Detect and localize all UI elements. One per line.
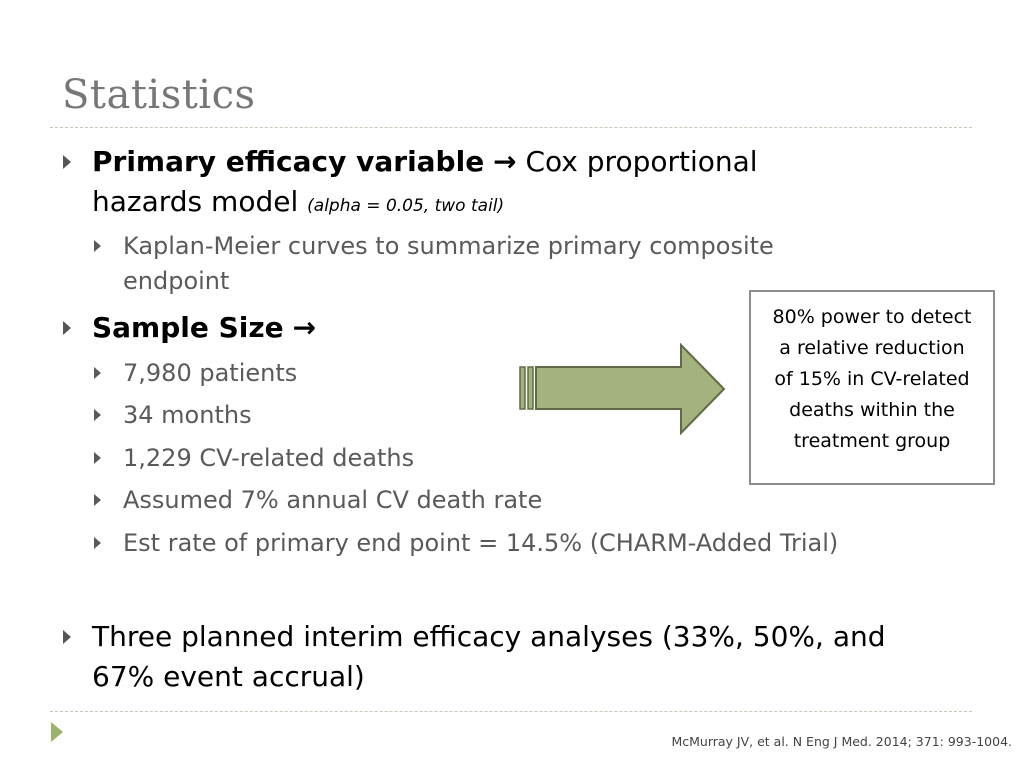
sample-size-bullet: Sample Size → <box>92 308 316 348</box>
callout-line: treatment group <box>793 430 951 452</box>
sub-bullet-marker <box>94 409 101 421</box>
sub-bullet-marker <box>94 452 101 464</box>
sub-bullet-marker <box>94 240 101 252</box>
interim-analyses-line2: 67% event accrual) <box>92 660 365 693</box>
sub-bullet-marker <box>94 537 101 549</box>
callout-line: 80% power to detect <box>772 306 972 328</box>
citation: McMurray JV, et al. N Eng J Med. 2014; 3… <box>671 734 1012 749</box>
block-arrow-icon <box>519 343 726 435</box>
sub-bullet-marker <box>94 367 101 379</box>
sample-size-label: Sample Size <box>92 311 284 344</box>
corner-triangle-icon <box>51 722 63 742</box>
hazards-model-text: hazards model <box>92 185 299 218</box>
arrow-glyph: → <box>292 311 317 344</box>
footer-divider <box>50 711 972 712</box>
alpha-note: (alpha = 0.05, two tail) <box>307 196 505 216</box>
sample-item: 7,980 patients <box>123 359 298 387</box>
sample-item: 1,229 CV-related deaths <box>123 444 415 472</box>
bullet-marker <box>63 630 71 644</box>
kaplan-meier-line1: Kaplan-Meier curves to summarize primary… <box>123 232 774 260</box>
power-callout-box: 80% power to detect a relative reduction… <box>749 290 995 485</box>
title-divider <box>50 127 972 128</box>
callout-line: deaths within the <box>789 399 955 421</box>
primary-efficacy-label: Primary efficacy variable <box>92 145 485 178</box>
bullet-marker <box>63 321 71 335</box>
primary-efficacy-line2: hazards model (alpha = 0.05, two tail) <box>92 182 504 226</box>
primary-efficacy-model: Cox proportional <box>525 145 758 178</box>
sample-item: Est rate of primary end point = 14.5% (C… <box>123 529 839 557</box>
sample-item: 34 months <box>123 401 252 429</box>
sample-item: Assumed 7% annual CV death rate <box>123 486 543 514</box>
bullet-marker <box>63 155 71 169</box>
arrow-glyph: → <box>493 145 517 178</box>
callout-line: a relative reduction <box>779 337 965 359</box>
slide-title: Statistics <box>62 72 256 118</box>
primary-efficacy-bullet: Primary efficacy variable → Cox proporti… <box>92 142 758 182</box>
callout-line: of 15% in CV-related <box>774 368 970 390</box>
interim-analyses-line1: Three planned interim efficacy analyses … <box>92 620 886 653</box>
kaplan-meier-line2: endpoint <box>123 267 230 295</box>
sub-bullet-marker <box>94 494 101 506</box>
